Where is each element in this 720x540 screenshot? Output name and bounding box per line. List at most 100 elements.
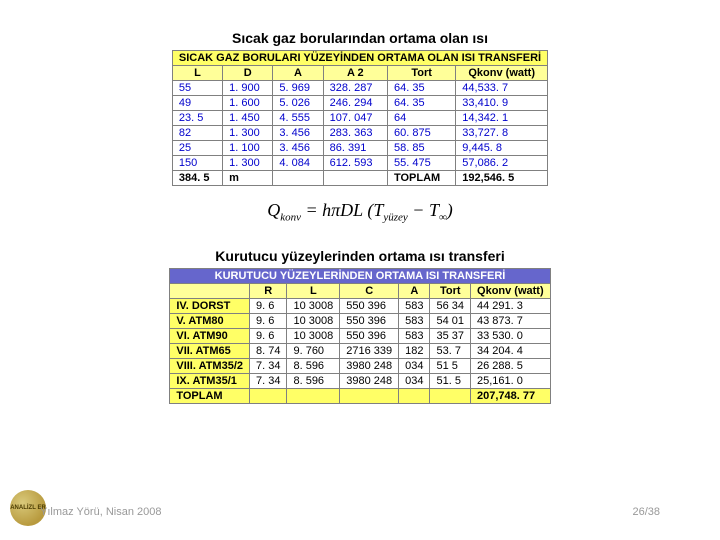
table-cell bbox=[287, 388, 340, 403]
row-label: V. ATM80 bbox=[170, 313, 250, 328]
t2-col-Qkonv: Qkonv (watt) bbox=[471, 283, 551, 298]
table-cell: 550 396 bbox=[340, 298, 399, 313]
table-cell: 34 204. 4 bbox=[471, 343, 551, 358]
table-cell: 150 bbox=[172, 156, 222, 171]
table-cell: 82 bbox=[172, 126, 222, 141]
table-cell: 3. 456 bbox=[273, 141, 323, 156]
table-cell: 034 bbox=[399, 373, 430, 388]
t2-col-Tort: Tort bbox=[430, 283, 471, 298]
table-cell: 44,533. 7 bbox=[456, 81, 548, 96]
t2-col-C: C bbox=[340, 283, 399, 298]
slide: Sıcak gaz borularından ortama olan ısı S… bbox=[0, 0, 720, 540]
table1-caption: SICAK GAZ BORULARI YÜZEYİNDEN ORTAMA OLA… bbox=[172, 51, 547, 66]
table-cell: 25,161. 0 bbox=[471, 373, 551, 388]
table-cell: 8. 596 bbox=[287, 373, 340, 388]
table-cell: 44 291. 3 bbox=[471, 298, 551, 313]
table-cell: 33,727. 8 bbox=[456, 126, 548, 141]
table-cell: 26 288. 5 bbox=[471, 358, 551, 373]
table-cell: 3. 456 bbox=[273, 126, 323, 141]
table-cell: 9. 6 bbox=[250, 313, 287, 328]
table-cell: 4. 555 bbox=[273, 111, 323, 126]
table-cell: 1. 300 bbox=[223, 126, 273, 141]
table-cell: 64. 35 bbox=[387, 96, 455, 111]
footer-author: Yılmaz Yörü, Nisan 2008 bbox=[40, 506, 161, 518]
table-cell: 43 873. 7 bbox=[471, 313, 551, 328]
table-cell bbox=[273, 171, 323, 186]
table-cell: 1. 900 bbox=[223, 81, 273, 96]
table-cell: 612. 593 bbox=[323, 156, 387, 171]
t2-col-A: A bbox=[399, 283, 430, 298]
table-cell: 5. 026 bbox=[273, 96, 323, 111]
table-cell bbox=[340, 388, 399, 403]
table-cell: 14,342. 1 bbox=[456, 111, 548, 126]
t1-col-A: A bbox=[273, 66, 323, 81]
table-cell bbox=[399, 388, 430, 403]
table-cell: 49 bbox=[172, 96, 222, 111]
table-cell: 182 bbox=[399, 343, 430, 358]
table-cell: 64 bbox=[387, 111, 455, 126]
table-cell: 583 bbox=[399, 298, 430, 313]
table-cell: m bbox=[223, 171, 273, 186]
t1-col-A2: A 2 bbox=[323, 66, 387, 81]
table-cell: 1. 450 bbox=[223, 111, 273, 126]
table-cell: 1. 600 bbox=[223, 96, 273, 111]
row-label: VI. ATM90 bbox=[170, 328, 250, 343]
t2-col-L: L bbox=[287, 283, 340, 298]
table-cell: 034 bbox=[399, 358, 430, 373]
dryer-table: KURUTUCU YÜZEYLERİNDEN ORTAMA ISI TRANSF… bbox=[169, 268, 550, 404]
total-label: TOPLAM bbox=[170, 388, 250, 403]
table-cell: 9. 760 bbox=[287, 343, 340, 358]
row-label: VII. ATM65 bbox=[170, 343, 250, 358]
table-cell: 328. 287 bbox=[323, 81, 387, 96]
table-cell: 23. 5 bbox=[172, 111, 222, 126]
table-cell: 1. 100 bbox=[223, 141, 273, 156]
row-label: IX. ATM35/1 bbox=[170, 373, 250, 388]
table-cell: 33 530. 0 bbox=[471, 328, 551, 343]
row-label: VIII. ATM35/2 bbox=[170, 358, 250, 373]
row-label: IV. DORST bbox=[170, 298, 250, 313]
t2-col-R: R bbox=[250, 283, 287, 298]
table-cell: 51. 5 bbox=[430, 373, 471, 388]
table-cell: 8. 596 bbox=[287, 358, 340, 373]
table-cell: 55. 475 bbox=[387, 156, 455, 171]
table-cell: 86. 391 bbox=[323, 141, 387, 156]
table-cell: 55 bbox=[172, 81, 222, 96]
table-cell: 583 bbox=[399, 328, 430, 343]
table-cell: 9. 6 bbox=[250, 328, 287, 343]
t2-col-name bbox=[170, 283, 250, 298]
t1-col-L: L bbox=[172, 66, 222, 81]
table-cell: 3980 248 bbox=[340, 373, 399, 388]
table-cell: 2716 339 bbox=[340, 343, 399, 358]
t1-col-D: D bbox=[223, 66, 273, 81]
table-cell: 1. 300 bbox=[223, 156, 273, 171]
table-cell bbox=[323, 171, 387, 186]
table-cell: 583 bbox=[399, 313, 430, 328]
table-cell: 10 3008 bbox=[287, 313, 340, 328]
table-cell: 58. 85 bbox=[387, 141, 455, 156]
footer-page: 26/38 bbox=[632, 506, 660, 518]
table-cell: 33,410. 9 bbox=[456, 96, 548, 111]
table-cell: 10 3008 bbox=[287, 328, 340, 343]
table-cell: 54 01 bbox=[430, 313, 471, 328]
table-cell: 192,546. 5 bbox=[456, 171, 548, 186]
table-cell: 57,086. 2 bbox=[456, 156, 548, 171]
table-cell: 9,445. 8 bbox=[456, 141, 548, 156]
hot-gas-table: SICAK GAZ BORULARI YÜZEYİNDEN ORTAMA OLA… bbox=[172, 50, 548, 186]
table-cell: TOPLAM bbox=[387, 171, 455, 186]
table-cell: 8. 74 bbox=[250, 343, 287, 358]
table-cell: 35 37 bbox=[430, 328, 471, 343]
table-cell: 3980 248 bbox=[340, 358, 399, 373]
table2-wrap: KURUTUCU YÜZEYLERİNDEN ORTAMA ISI TRANSF… bbox=[0, 268, 720, 404]
formula: Qkonv = hπDL (Tyüzey − T∞) bbox=[0, 200, 720, 224]
t1-col-Qkonv: Qkonv (watt) bbox=[456, 66, 548, 81]
table1-wrap: SICAK GAZ BORULARI YÜZEYİNDEN ORTAMA OLA… bbox=[0, 50, 720, 186]
table-cell: 60. 875 bbox=[387, 126, 455, 141]
table-cell: 53. 7 bbox=[430, 343, 471, 358]
table-cell: 51 5 bbox=[430, 358, 471, 373]
table-cell: 10 3008 bbox=[287, 298, 340, 313]
section1-title: Sıcak gaz borularından ortama olan ısı bbox=[0, 30, 720, 46]
table-cell: 550 396 bbox=[340, 328, 399, 343]
table2-caption: KURUTUCU YÜZEYLERİNDEN ORTAMA ISI TRANSF… bbox=[170, 268, 550, 283]
table-cell: 246. 294 bbox=[323, 96, 387, 111]
table-cell: 56 34 bbox=[430, 298, 471, 313]
